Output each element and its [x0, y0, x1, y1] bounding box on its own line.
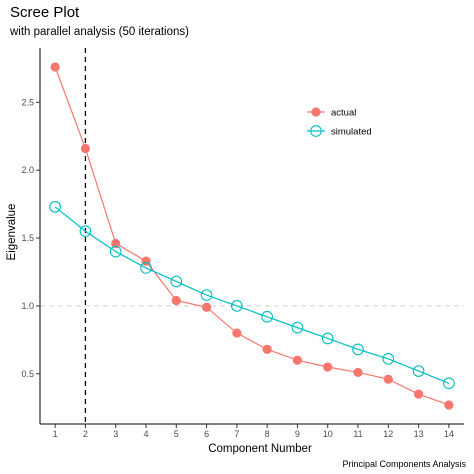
x-tick-label: 7 — [234, 429, 239, 439]
y-tick-label: 0.5 — [21, 369, 34, 379]
series-actual-point — [323, 362, 333, 372]
series-layer — [49, 62, 455, 410]
x-tick-label: 9 — [295, 429, 300, 439]
series-actual-point — [262, 344, 272, 354]
series-actual-point — [413, 389, 424, 399]
plot-area — [40, 48, 464, 424]
series-simulated-point — [49, 200, 61, 213]
series-simulated-point — [140, 262, 152, 274]
x-tick-label: 10 — [323, 429, 333, 439]
series-simulated-point — [321, 332, 334, 345]
series-simulated-point — [291, 321, 304, 334]
legend-actual-marker — [311, 107, 321, 117]
y-tick-label: 2.0 — [21, 165, 34, 175]
series-simulated-point — [261, 310, 273, 323]
series-simulated-point — [352, 343, 364, 356]
series-actual-point — [201, 302, 212, 312]
x-tick-label: 6 — [204, 429, 209, 439]
axes: 1 2 3 4 5 6 7 8 9 10 11 12 13 140.51.01.52.02.5 — [21, 48, 464, 439]
y-tick-label: 1.0 — [21, 301, 34, 311]
series-simulated-point — [382, 352, 395, 365]
series-simulated-line — [54, 206, 450, 384]
x-tick-label: 5 — [174, 429, 179, 439]
series-actual-point — [444, 400, 454, 410]
x-tick-label: 14 — [444, 429, 454, 439]
y-axis-title: Eigenvalue — [6, 204, 18, 261]
legend: actual simulated — [307, 107, 372, 138]
legend-actual-label: actual — [331, 108, 356, 119]
chart-title: Scree Plot — [10, 4, 80, 21]
x-tick-label: 13 — [414, 429, 424, 439]
series-actual-point — [111, 238, 121, 249]
series-actual-point — [232, 328, 242, 338]
series-simulated-point — [109, 245, 122, 258]
series-actual-point — [171, 295, 181, 306]
y-tick-label: 2.5 — [21, 97, 34, 107]
series-simulated-point — [79, 225, 92, 238]
x-tick-label: 2 — [83, 429, 88, 439]
x-tick-label: 8 — [265, 429, 270, 439]
y-tick-label: 1.5 — [21, 233, 34, 243]
series-actual-point — [50, 62, 60, 72]
legend-simulated-marker — [310, 125, 322, 137]
chart-caption: Principal Components Analysis — [342, 459, 466, 469]
x-tick-label: 4 — [143, 429, 148, 439]
chart-subtitle: with parallel analysis (50 iterations) — [9, 26, 189, 38]
x-tick-label: 12 — [383, 429, 393, 439]
series-actual-point — [80, 143, 91, 154]
series-simulated-point — [200, 289, 213, 301]
x-tick-label: 1 — [53, 429, 58, 439]
series-simulated-point — [412, 365, 425, 377]
series-simulated-point — [231, 300, 243, 312]
series-actual-line — [54, 66, 450, 406]
series-simulated-point — [170, 275, 183, 288]
series-actual-point — [383, 374, 393, 384]
series-actual-point — [353, 367, 363, 378]
series-actual-point — [292, 355, 303, 365]
x-tick-label: 3 — [113, 429, 118, 439]
legend-simulated-label: simulated — [331, 127, 372, 138]
x-tick-label: 11 — [353, 429, 362, 439]
x-axis-title: Component Number — [208, 443, 312, 455]
series-simulated-point — [443, 377, 455, 390]
